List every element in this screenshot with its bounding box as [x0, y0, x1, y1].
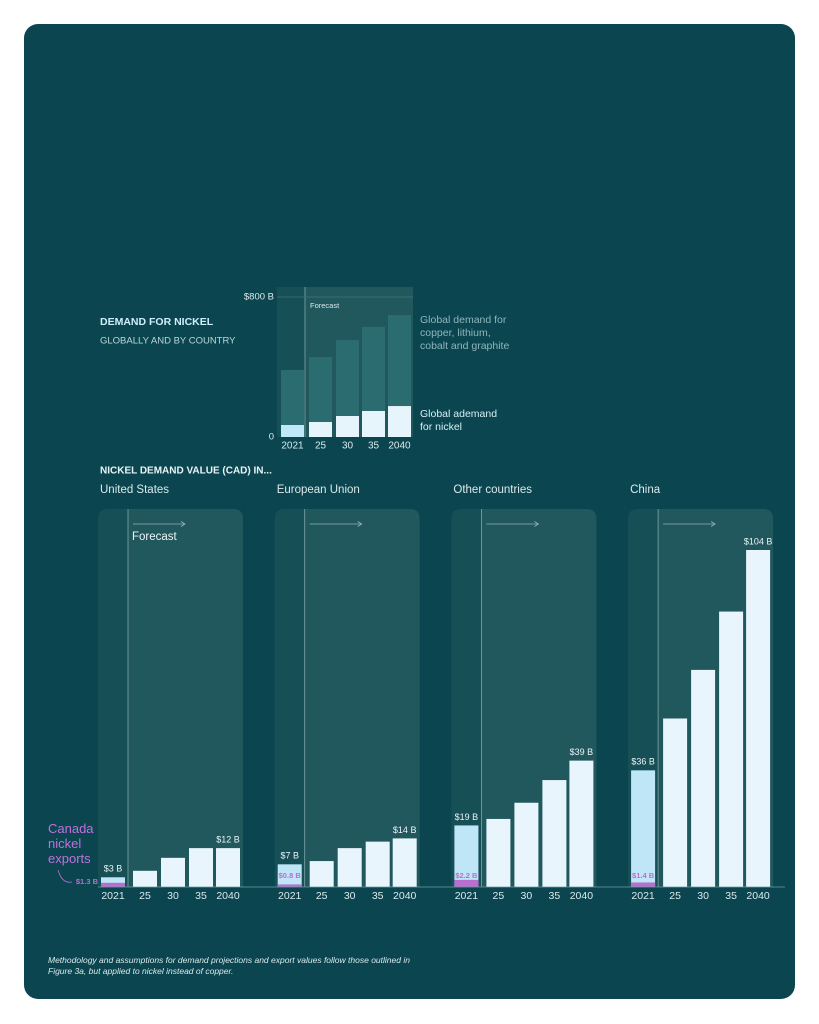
bar [454, 825, 479, 887]
bar [281, 424, 304, 437]
panel-title: Other countries [453, 484, 532, 496]
bar [277, 864, 302, 887]
value-label: $39 B [570, 747, 594, 757]
x-tick-label: 25 [493, 890, 505, 902]
y-tick-label: 0 [269, 432, 274, 443]
panel-forecast [128, 509, 243, 887]
arrow-head [180, 521, 186, 527]
bar [392, 838, 417, 887]
legend-label: Global demand for copper, lithium, cobal… [420, 314, 510, 352]
export-label: $2.2 B [455, 871, 478, 880]
panel-title: China [630, 484, 661, 496]
bar [719, 611, 744, 887]
bar [631, 770, 656, 887]
x-tick-label: 2040 [570, 890, 594, 902]
bar [133, 870, 157, 887]
value-label: $3 B [104, 864, 123, 874]
panel-forecast [481, 509, 597, 887]
bar [365, 841, 390, 887]
bar [216, 848, 240, 887]
value-label: $14 B [393, 825, 417, 835]
bar [281, 369, 304, 425]
x-tick-label: 30 [521, 890, 533, 902]
panel-past [451, 509, 482, 887]
export-bar [631, 882, 656, 887]
leader [57, 869, 73, 883]
bar [337, 848, 362, 887]
bar [514, 802, 539, 887]
bar [362, 410, 385, 437]
value-label: $7 B [280, 851, 299, 861]
x-tick-label: 25 [669, 890, 681, 902]
x-tick-label: 25 [315, 441, 327, 452]
x-tick-label: 25 [316, 890, 328, 902]
bar [309, 421, 332, 437]
bar [336, 340, 359, 416]
panel-title: European Union [277, 484, 360, 496]
x-tick-label: 25 [139, 890, 151, 902]
section-heading: NICKEL DEMAND VALUE (CAD) IN... [100, 466, 272, 477]
x-tick-label: 30 [697, 890, 709, 902]
bar [336, 416, 359, 437]
export-bar [277, 884, 302, 887]
export-bar [454, 879, 479, 887]
annotation: Forecast [132, 531, 178, 543]
annotation: Canada nickel exports [48, 821, 94, 866]
bar [161, 857, 185, 887]
bar [309, 861, 334, 887]
bar [309, 357, 332, 422]
panel-past [98, 509, 128, 887]
export-label: $1.3 B [76, 877, 99, 886]
x-tick-label: 30 [342, 441, 354, 452]
panel-title: United States [100, 484, 169, 496]
y-tick-label: $800 B [244, 292, 274, 303]
bar [388, 315, 411, 407]
bar [101, 877, 125, 887]
bar [663, 718, 688, 887]
value-label: $12 B [216, 834, 240, 844]
value-label: $19 B [455, 812, 479, 822]
arrow-head [710, 521, 716, 527]
export-bar [101, 882, 125, 887]
x-tick-label: 35 [368, 441, 380, 452]
value-label: $104 B [744, 536, 773, 546]
bar [691, 669, 716, 887]
x-tick-label: 35 [372, 890, 384, 902]
x-tick-label: 35 [549, 890, 561, 902]
x-tick-label: 30 [344, 890, 356, 902]
arrow-head [534, 521, 540, 527]
x-tick-label: 2040 [393, 890, 417, 902]
bar [362, 326, 385, 411]
export-label: $0.8 B [279, 871, 302, 880]
x-tick-label: 35 [195, 890, 207, 902]
panel-forecast [304, 509, 420, 887]
chart-title: DEMAND FOR NICKEL [100, 316, 214, 328]
x-tick-label: 2021 [631, 890, 655, 902]
value-label: $36 B [631, 757, 655, 767]
bar [486, 818, 511, 887]
x-tick-label: 2021 [101, 890, 125, 902]
x-tick-label: 2040 [746, 890, 770, 902]
arrow-head [357, 521, 363, 527]
chart-subtitle: GLOBALLY AND BY COUNTRY [100, 336, 236, 347]
bar [569, 760, 594, 887]
footnote: Methodology and assumptions for demand p… [48, 955, 410, 976]
bar [746, 550, 771, 887]
export-label: $1.4 B [632, 871, 655, 880]
panel-past [274, 509, 305, 887]
bar [388, 406, 411, 437]
x-tick-label: 2040 [388, 441, 411, 452]
x-tick-label: 2021 [281, 441, 304, 452]
bar [542, 780, 567, 887]
x-tick-label: 2040 [216, 890, 240, 902]
legend-label: Global ademand for nickel [420, 408, 498, 433]
x-tick-label: 30 [167, 890, 179, 902]
annotation: Forecast [310, 301, 340, 310]
x-tick-label: 2021 [455, 890, 479, 902]
x-tick-label: 2021 [278, 890, 302, 902]
x-tick-label: 35 [725, 890, 737, 902]
bar [189, 848, 213, 887]
